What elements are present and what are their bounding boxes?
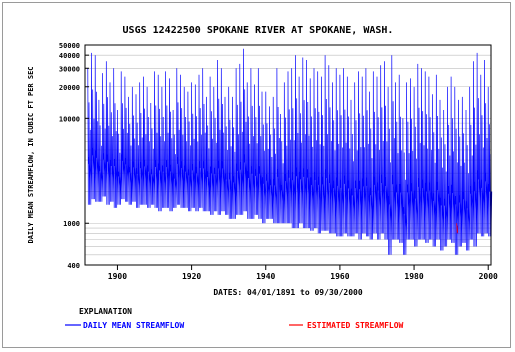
chart-frame: USGS 12422500 SPOKANE RIVER AT SPOKANE, … xyxy=(2,2,511,348)
y-axis-ticks: 400 1000 10000 20000 30000 40000 50000 xyxy=(59,42,89,270)
y-axis-label: DAILY MEAN STREAMFLOW, IN CUBIC FT PER S… xyxy=(27,66,35,243)
series-line-estimated xyxy=(456,223,458,234)
x-tick-label: 1960 xyxy=(330,272,349,281)
series-line-daily-mean xyxy=(87,48,493,255)
legend-label-daily-mean: DAILY MEAN STREAMFLOW xyxy=(83,321,184,330)
series-daily-mean xyxy=(87,48,493,255)
streamflow-chart: USGS 12422500 SPOKANE RIVER AT SPOKANE, … xyxy=(27,25,498,330)
x-tick-label: 1980 xyxy=(404,272,423,281)
legend-heading: EXPLANATION xyxy=(79,307,132,316)
series-estimated xyxy=(456,223,458,234)
plot-border xyxy=(84,44,492,266)
y-tick-label: 30000 xyxy=(59,65,80,73)
y-tick-label: 400 xyxy=(67,262,80,270)
y-tick-label: 20000 xyxy=(59,84,80,92)
legend-label-estimated: ESTIMATED STREAMFLOW xyxy=(307,321,404,330)
y-tick-label: 50000 xyxy=(59,42,80,50)
x-tick-label: 1900 xyxy=(108,272,127,281)
x-axis-label: DATES: 04/01/1891 to 09/30/2000 xyxy=(213,288,362,297)
y-tick-label: 40000 xyxy=(59,52,80,60)
x-tick-label: 1940 xyxy=(256,272,275,281)
chart-title: USGS 12422500 SPOKANE RIVER AT SPOKANE, … xyxy=(123,25,394,36)
y-tick-label: 1000 xyxy=(63,220,80,228)
x-tick-label: 1920 xyxy=(182,272,201,281)
x-tick-label: 2000 xyxy=(479,272,498,281)
x-axis-ticks: 1900 1920 1940 1960 1980 2000 xyxy=(108,265,498,281)
y-tick-label: 10000 xyxy=(59,115,80,123)
